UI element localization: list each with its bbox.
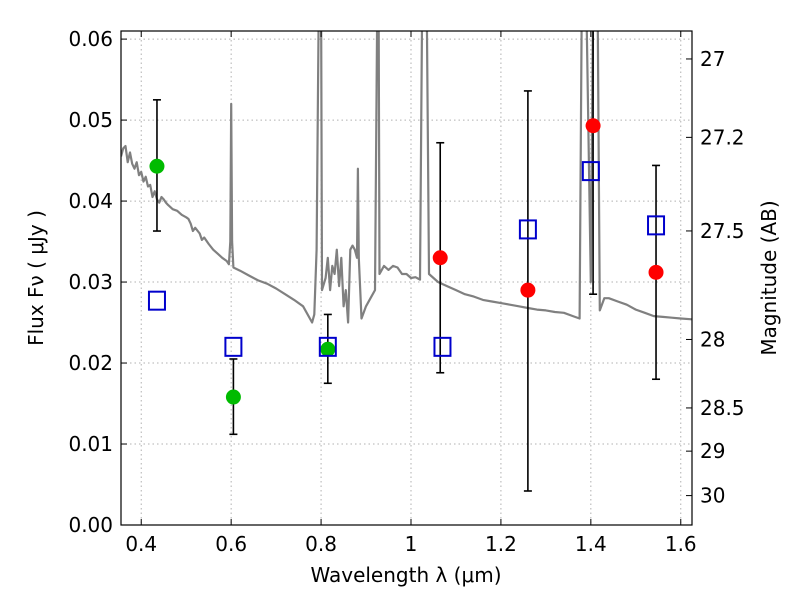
x-tick-label: 1.2 [485, 532, 517, 556]
y-tick-label: 0.00 [68, 513, 113, 537]
y2-tick-label: 27.2 [700, 125, 745, 149]
y2-tick-label: 30 [700, 484, 725, 508]
model-photometry-square [518, 219, 537, 240]
model-photometry-square [318, 336, 337, 357]
plot-frame [120, 30, 693, 526]
model-photometry-square [224, 336, 243, 357]
photometry-point [149, 158, 165, 174]
photometry-point [648, 264, 664, 280]
x-tick-label: 1.6 [665, 532, 697, 556]
photometry-point [432, 250, 448, 266]
y-tick-label: 0.02 [68, 351, 113, 375]
x-tick-label: 0.4 [125, 532, 157, 556]
photometry-point [520, 282, 536, 298]
y-axis-ticks: 0.00 0.01 0.02 0.03 0.04 0.05 0.06 [68, 27, 127, 537]
photometry-point [225, 389, 241, 405]
model-photometry-square [581, 161, 600, 182]
y-tick-label: 0.03 [68, 270, 113, 294]
y-tick-label: 0.05 [68, 108, 113, 132]
y-tick-label: 0.04 [68, 189, 113, 213]
model-photometry-square [433, 336, 452, 357]
y-tick-label: 0.01 [68, 432, 113, 456]
photometry-point [585, 118, 601, 134]
x-axis-label: Wavelength λ (μm) [310, 563, 501, 587]
y2-axis-ticks: 27 27.2 27.5 28 28.5 29 30 [686, 47, 745, 508]
y2-tick-label: 27.5 [700, 219, 745, 243]
photometry-point [320, 341, 336, 357]
x-tick-label: 0.8 [305, 532, 337, 556]
y-axis-label: Flux Fν ( μJy ) [24, 210, 48, 346]
x-tick-label: 0.6 [215, 532, 247, 556]
model-spectrum-layer [121, 31, 692, 324]
model-photometry-square [647, 215, 666, 236]
x-axis-ticks: 0.4 0.6 0.8 1 1.2 1.4 1.6 [125, 31, 697, 556]
model-spectrum-line [121, 31, 692, 324]
marker-layer [147, 118, 666, 405]
y2-tick-label: 28 [700, 327, 725, 351]
y2-axis-label: Magnitude (AB) [757, 200, 781, 355]
y-tick-label: 0.06 [68, 27, 113, 51]
y2-tick-label: 27 [700, 47, 725, 71]
model-photometry-square [147, 290, 166, 311]
x-tick-label: 1.4 [575, 532, 607, 556]
x-tick-label: 1 [405, 532, 418, 556]
y2-tick-label: 28.5 [700, 396, 745, 420]
y2-tick-label: 29 [700, 439, 725, 463]
